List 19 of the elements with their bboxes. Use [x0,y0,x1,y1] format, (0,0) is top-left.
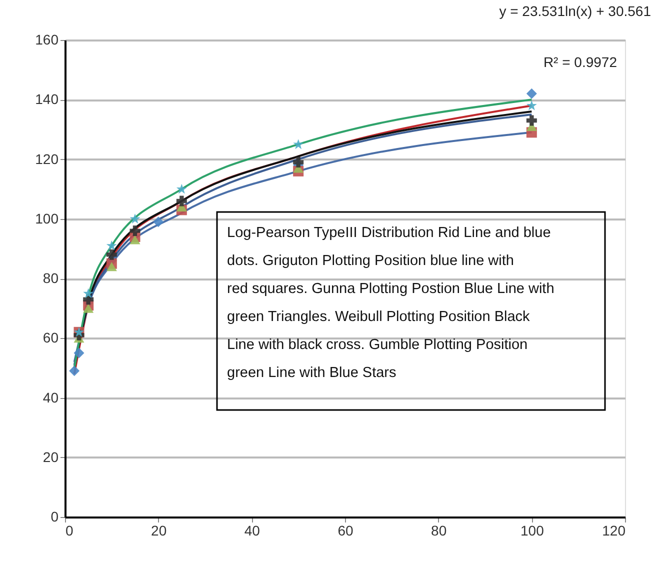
y-tick-label: 120 [35,150,59,167]
y-tick-label: 100 [35,210,59,226]
text: y = 23.531ln(x) + 30.561 [499,3,652,19]
x-tick-label: 40 [244,522,260,538]
x-tick-label: 0 [66,522,74,538]
y-tick-label: 160 [35,32,59,48]
x-tick-label: 20 [151,522,167,538]
y-tick-label: 140 [35,91,59,108]
y-tick-label: 40 [42,389,59,406]
y-tick-label: 60 [42,330,59,346]
y-tick-label: 20 [42,448,59,465]
y-tick-label: 80 [42,270,59,286]
x-tick-label: 100 [520,522,544,538]
x-tick-label: 80 [431,522,447,538]
x-tick-label: 60 [338,522,354,538]
y-tick-label: 0 [50,508,59,524]
x-tick-label: 120 [602,522,626,538]
annotation: R² = 0.9972 [543,54,618,70]
annotation: Log-Pearson TypeIII Distribution Rid Line and blue dots. Griguton Plotting Position blue line with red squares. Gunna Plotting Postion Blue Line with green Triangles. Weibull Plotting Position Black Line with black cross. Gumble Plotting Position green Line with Blue Stars [227,225,554,381]
